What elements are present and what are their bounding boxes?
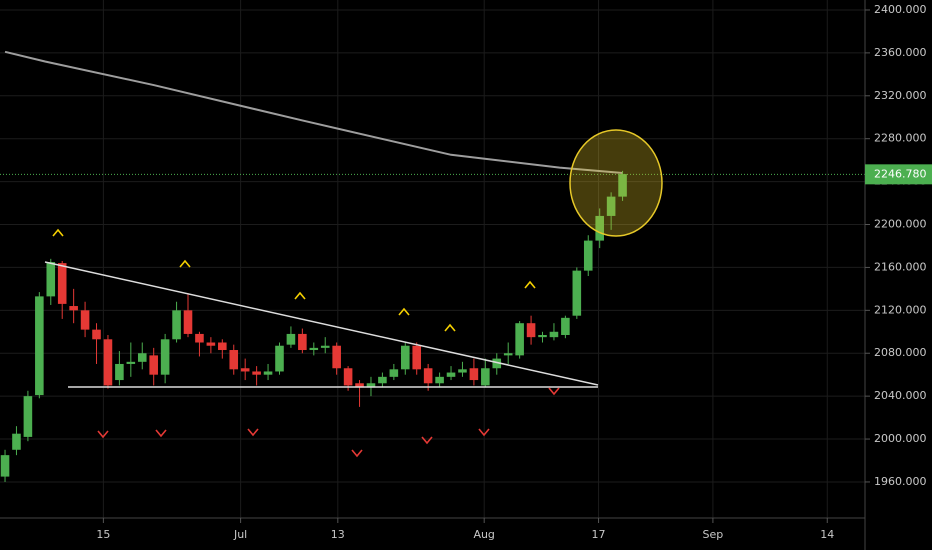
candle-body: [606, 196, 616, 216]
candle-body: [35, 296, 44, 396]
candle-body: [515, 323, 524, 356]
candle-body: [206, 342, 216, 346]
candle-body: [492, 358, 502, 369]
drawings: [44, 129, 663, 458]
pivot-lows: [97, 387, 560, 458]
candle-body: [23, 396, 33, 437]
candle-body: [80, 310, 90, 330]
candle-body: [446, 372, 456, 377]
candle-body: [595, 215, 604, 241]
candle-body: [160, 339, 170, 375]
candle-body: [137, 353, 147, 362]
candle-body: [103, 339, 113, 386]
candle-body: [366, 383, 376, 388]
candle-body: [149, 355, 158, 375]
highlight-circle: [569, 129, 663, 237]
candle-body: [263, 371, 273, 375]
candle-body: [583, 240, 593, 271]
candle-body: [218, 342, 227, 351]
candle-body: [252, 371, 261, 375]
candle-body: [378, 376, 387, 384]
plot: [0, 50, 865, 482]
candle-body: [172, 310, 181, 340]
candle-body: [126, 361, 136, 364]
y-tick-label: 2280.000: [874, 132, 927, 145]
candle-body: [400, 345, 410, 370]
y-tick-label: 1960.000: [874, 475, 927, 488]
candle-body: [572, 270, 582, 316]
candle-body: [12, 433, 21, 450]
candle-body: [115, 363, 124, 381]
y-tick-label: 2400.000: [874, 3, 927, 16]
candle-body: [618, 174, 627, 197]
y-tick-label: 2000.000: [874, 432, 927, 445]
pivot-highs: [52, 228, 536, 332]
x-tick-label: Aug: [473, 528, 494, 541]
grid: [0, 0, 865, 518]
candle-body: [343, 368, 353, 386]
trend-line: [44, 261, 599, 386]
candle-body: [549, 331, 559, 338]
candle-body: [481, 368, 490, 386]
y-tick-label: 2200.000: [874, 218, 927, 231]
candle-body: [183, 310, 193, 334]
x-tick-label: Sep: [703, 528, 724, 541]
candle-body: [229, 350, 239, 370]
pivot-high-markers: [52, 228, 536, 332]
moving-average: [4, 50, 623, 175]
candle-body: [46, 262, 56, 297]
candle-body: [423, 368, 433, 384]
candle-body: [309, 347, 319, 351]
candle-body: [561, 317, 570, 335]
x-tick-label: 17: [592, 528, 606, 541]
y-tick-label: 2320.000: [874, 89, 927, 102]
candle-body: [69, 306, 78, 311]
y-tick-label: 2360.000: [874, 46, 927, 59]
x-tick-label: 14: [820, 528, 834, 541]
candle-body: [435, 376, 444, 384]
candle-body: [355, 383, 364, 388]
candle-body: [538, 334, 547, 338]
candle-body: [389, 369, 399, 377]
x-tick-label: 15: [96, 528, 110, 541]
candle-body: [526, 323, 536, 338]
candle-body: [320, 345, 330, 348]
candle-body: [275, 345, 284, 372]
candle-body: [0, 455, 10, 477]
candle-body: [298, 333, 307, 351]
y-tick-label: 2160.000: [874, 260, 927, 273]
last-price-label: 2246.780: [874, 167, 927, 180]
candle-body: [332, 345, 341, 369]
last-price-box: [865, 164, 932, 185]
candle-body: [458, 369, 467, 373]
candle-body: [195, 333, 204, 343]
candle-body: [57, 263, 67, 304]
x-tick-label: 13: [331, 528, 345, 541]
y-tick-label: 2040.000: [874, 389, 927, 402]
candle-body: [286, 333, 296, 345]
pivot-low-markers: [97, 387, 560, 458]
candle-body: [469, 368, 479, 381]
y-tick-label: 2080.000: [874, 346, 927, 359]
candle-body: [503, 353, 513, 356]
candle-body: [92, 329, 101, 340]
candle-body: [240, 368, 250, 372]
axes: 1960.000 2000.000 2040.000 2080.000 2120.000…: [96, 3, 932, 541]
x-tick-label: Jul: [233, 528, 247, 541]
y-tick-label: 2120.000: [874, 303, 927, 316]
candle-body: [412, 345, 422, 370]
